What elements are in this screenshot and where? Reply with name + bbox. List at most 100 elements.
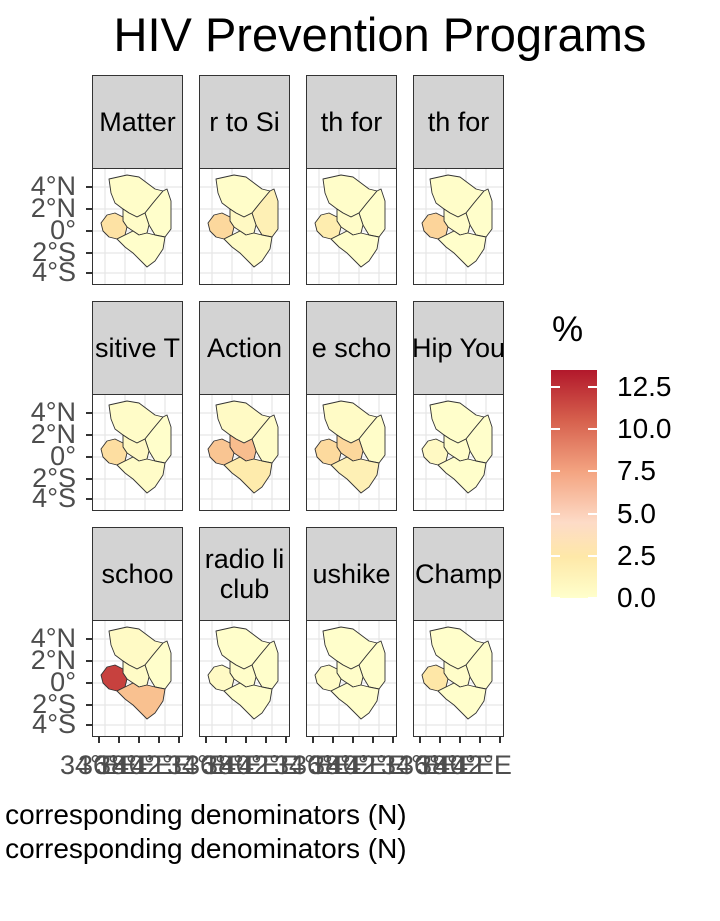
facet-map <box>306 168 397 285</box>
region-coast <box>223 230 273 268</box>
y-tick-label: 4°N <box>30 397 76 427</box>
facet-panel-4: th for <box>413 75 504 285</box>
region-coast <box>116 682 166 720</box>
region-coast <box>223 456 273 494</box>
caption-line-2: r corresponding denominators (N) <box>0 833 407 864</box>
x-tick-mark <box>459 736 461 743</box>
x-tick-label: 34°E <box>167 750 226 780</box>
y-tick-mark <box>86 478 92 480</box>
x-tick-mark <box>419 736 421 743</box>
x-tick-mark <box>98 736 100 743</box>
facet-strip: e scho <box>306 301 397 395</box>
facet-label: ushike <box>312 559 391 589</box>
facet-map <box>92 620 183 737</box>
facet-map <box>306 620 397 737</box>
facet-map <box>199 168 290 285</box>
facet-map <box>199 394 290 511</box>
x-tick-mark <box>499 736 501 743</box>
x-tick-mark <box>332 736 334 743</box>
facet-label: e scho <box>311 333 392 363</box>
y-tick-label: 0° <box>50 441 76 471</box>
x-tick-label: 40°E <box>114 750 173 780</box>
x-tick-label: 40°E <box>221 750 280 780</box>
y-tick-label: 4°N <box>30 171 76 201</box>
x-tick-mark <box>265 736 267 743</box>
y-tick-mark <box>86 660 92 662</box>
facet-label: th for <box>320 107 383 137</box>
facet-strip: Matter <box>92 75 183 169</box>
y-tick-label: 2°S <box>32 237 76 267</box>
y-tick-mark <box>86 434 92 436</box>
y-tick-label: 2°N <box>30 193 76 223</box>
region-west <box>207 664 235 692</box>
region-coast <box>330 682 380 720</box>
y-tick-mark <box>86 208 92 210</box>
facet-panel-3: th for <box>306 75 397 285</box>
facet-panel-8: Hip You <box>413 301 504 511</box>
y-tick-label: 2°N <box>30 645 76 675</box>
x-tick-label: 36°E <box>78 750 137 780</box>
facet-panel-7: e scho <box>306 301 397 511</box>
facet-label: th for <box>427 107 490 137</box>
region-west <box>100 438 128 466</box>
y-tick-label: 4°S <box>32 709 76 739</box>
legend-label: 0.0 <box>617 582 656 613</box>
facet-strip: Champ <box>413 527 504 621</box>
y-tick-label: 2°S <box>32 689 76 719</box>
x-tick-mark <box>158 736 160 743</box>
region-west <box>207 438 235 466</box>
x-tick-label: 38°E <box>96 750 155 780</box>
x-tick-label: 34°E <box>60 750 119 780</box>
y-tick-mark <box>86 456 92 458</box>
region-coast <box>116 456 166 494</box>
y-tick-label: 0° <box>50 667 76 697</box>
facet-label: sitive T <box>94 333 181 363</box>
facet-label: Matter <box>99 107 176 137</box>
x-tick-mark <box>392 736 394 743</box>
x-tick-label: 36°E <box>185 750 244 780</box>
region-coast <box>437 682 487 720</box>
facet-panel-12: Champ <box>413 527 504 737</box>
region-coast <box>223 682 273 720</box>
region-coast <box>437 230 487 268</box>
facet-label: schoo <box>101 559 174 589</box>
facet-panel-9: schoo <box>92 527 183 737</box>
facet-label: Champ <box>414 559 503 589</box>
facet-panel-6: Action <box>199 301 290 511</box>
region-west <box>421 212 449 240</box>
region-west <box>314 664 342 692</box>
axis-caption: r corresponding denominators (N) r corre… <box>0 798 407 866</box>
x-tick-label: 42°E <box>453 750 512 780</box>
x-tick-mark <box>352 736 354 743</box>
x-tick-label: 34°E <box>381 750 440 780</box>
facet-strip: sitive T <box>92 301 183 395</box>
y-tick-label: 2°N <box>30 419 76 449</box>
region-coast <box>437 456 487 494</box>
x-tick-mark <box>285 736 287 743</box>
region-west <box>207 212 235 240</box>
region-coast <box>330 456 380 494</box>
facet-map <box>413 394 504 511</box>
y-tick-mark <box>86 638 92 640</box>
y-tick-mark <box>86 724 92 726</box>
facet-label: r to Si <box>209 107 280 137</box>
x-tick-mark <box>479 736 481 743</box>
x-tick-label: 42°E <box>346 750 405 780</box>
x-tick-label: 34°E <box>274 750 333 780</box>
x-tick-mark <box>118 736 120 743</box>
y-tick-mark <box>86 498 92 500</box>
y-tick-mark <box>86 230 92 232</box>
x-tick-mark <box>439 736 441 743</box>
facet-map <box>413 620 504 737</box>
y-tick-mark <box>86 704 92 706</box>
legend-label: 7.5 <box>617 455 656 487</box>
y-tick-label: 4°S <box>32 483 76 513</box>
facet-strip: ushike <box>306 527 397 621</box>
facet-strip: th for <box>413 75 504 169</box>
facet-map <box>413 168 504 285</box>
y-tick-mark <box>86 412 92 414</box>
x-tick-label: 40°E <box>435 750 494 780</box>
facet-strip: Hip You <box>413 301 504 395</box>
x-tick-label: 36°E <box>399 750 458 780</box>
region-west <box>100 212 128 240</box>
